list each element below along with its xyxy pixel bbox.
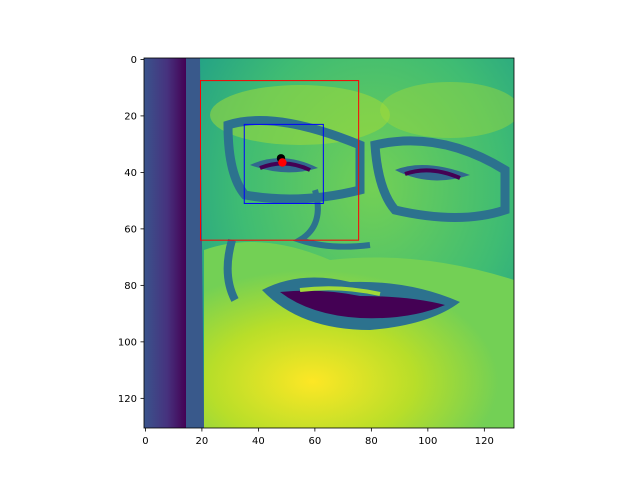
y-tick-label: 20	[124, 111, 137, 122]
overlays	[199, 80, 360, 241]
y-tick-label: 40	[124, 168, 137, 179]
x-tick-label: 0	[142, 436, 148, 447]
x-tick-label: 60	[309, 436, 322, 447]
axes-frame	[143, 57, 515, 429]
x-axis: 0 20 40 60 80 100 120	[142, 428, 494, 447]
heatmap-image	[144, 58, 514, 428]
x-tick-label: 100	[418, 436, 437, 447]
y-tick-label: 100	[118, 337, 137, 348]
x-tick-label: 80	[365, 436, 378, 447]
x-tick-label: 120	[475, 436, 494, 447]
x-tick-label: 40	[252, 436, 265, 447]
y-tick-label: 80	[124, 281, 137, 292]
y-tick-label: 60	[124, 224, 137, 235]
y-axis: 0 20 40 60 80 100 120	[118, 55, 144, 405]
x-tick-label: 20	[196, 436, 209, 447]
red-point	[278, 158, 287, 167]
y-tick-label: 120	[118, 394, 137, 405]
inner-box	[243, 123, 324, 204]
y-tick-label: 0	[131, 55, 137, 66]
outer-box	[199, 80, 360, 241]
